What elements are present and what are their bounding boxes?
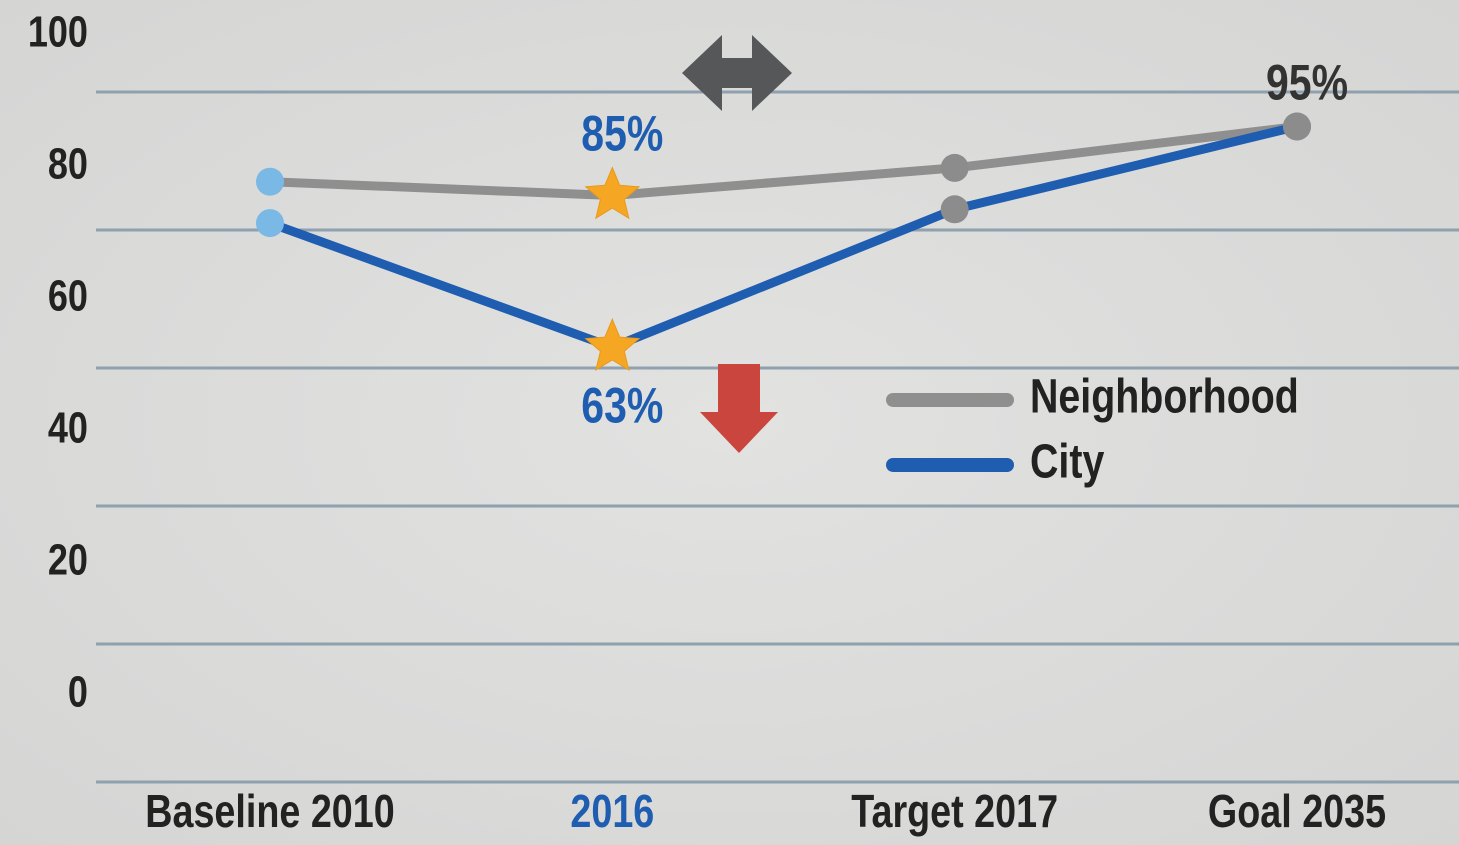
point-marker: [256, 209, 284, 238]
x-tick-label: 2016: [570, 786, 654, 837]
point-marker: [1283, 112, 1311, 141]
y-tick-label: 40: [48, 403, 88, 452]
star-marker: [584, 166, 641, 220]
down-arrow-icon: [700, 364, 778, 453]
y-tick-label: 0: [68, 667, 88, 716]
x-tick-label: Goal 2035: [1208, 786, 1386, 837]
series-line: [269, 122, 1298, 200]
y-tick-label: 20: [48, 535, 88, 584]
point-marker: [940, 153, 969, 182]
grid: 0 20 40 60 80 100: [28, 7, 1459, 784]
legend-label: Neighborhood: [1030, 370, 1299, 424]
series-line: [268, 122, 1299, 352]
point-marker: [256, 167, 284, 196]
data-label: 63%: [581, 378, 663, 434]
y-tick-label: 100: [28, 7, 88, 56]
x-tick-label: Target 2017: [851, 786, 1058, 837]
legend-label: City: [1030, 435, 1105, 489]
data-label: 85%: [581, 106, 663, 162]
point-marker: [940, 195, 969, 224]
y-tick-label: 80: [48, 139, 88, 188]
double-arrow-icon: [682, 35, 792, 111]
star-marker: [584, 317, 641, 372]
y-tick-label: 60: [48, 271, 88, 320]
data-label: 95%: [1266, 55, 1348, 111]
plot: Baseline 2010 2016 Target 2017 Goal 2035 85%…: [145, 55, 1386, 837]
x-tick-label: Baseline 2010: [145, 786, 394, 837]
